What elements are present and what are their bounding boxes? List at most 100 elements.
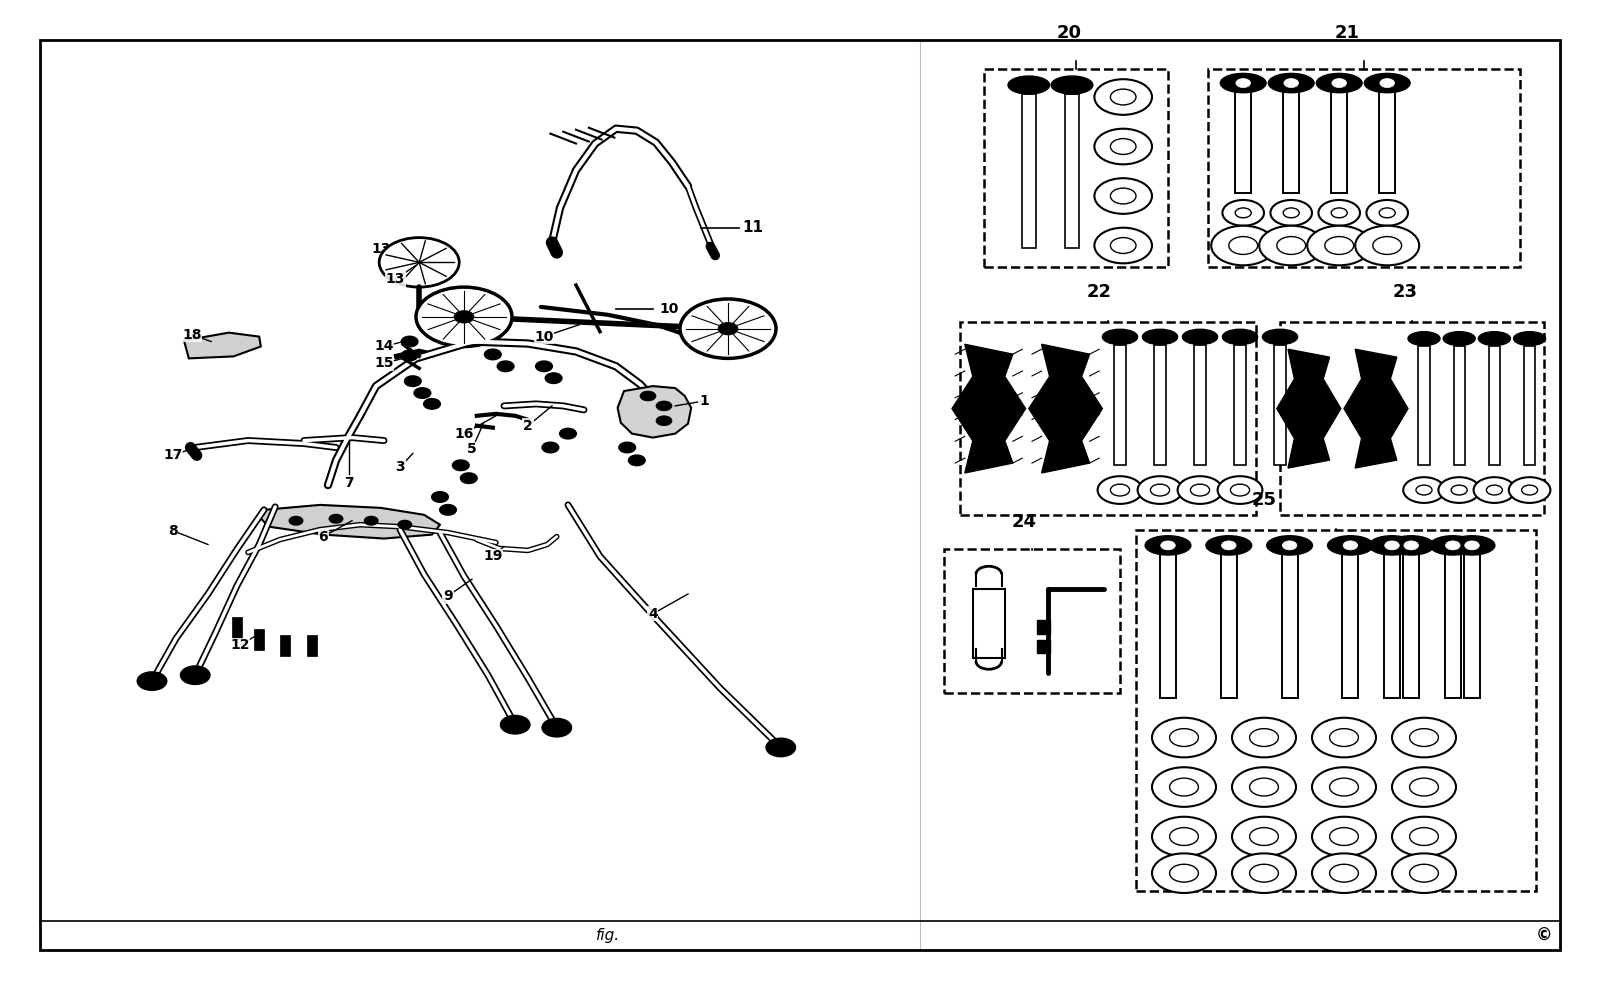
- Text: 19: 19: [483, 549, 502, 563]
- Circle shape: [440, 505, 456, 515]
- Circle shape: [1392, 767, 1456, 807]
- Circle shape: [1366, 200, 1408, 226]
- Bar: [1403, 554, 1419, 698]
- Circle shape: [1232, 853, 1296, 893]
- Bar: [1445, 554, 1461, 698]
- Bar: [1274, 345, 1286, 465]
- Circle shape: [1190, 484, 1210, 496]
- Circle shape: [1392, 718, 1456, 757]
- Circle shape: [1170, 828, 1198, 845]
- Bar: [254, 629, 264, 650]
- Text: ©: ©: [1536, 927, 1552, 944]
- Bar: [1331, 92, 1347, 193]
- Ellipse shape: [1008, 76, 1050, 94]
- Ellipse shape: [1389, 536, 1434, 555]
- Bar: [1136, 530, 1536, 891]
- Polygon shape: [1029, 345, 1102, 473]
- Circle shape: [1410, 778, 1438, 796]
- Circle shape: [1331, 208, 1347, 218]
- Circle shape: [1438, 477, 1480, 503]
- Polygon shape: [1277, 349, 1341, 468]
- Circle shape: [1211, 226, 1275, 265]
- Circle shape: [1094, 178, 1152, 214]
- Circle shape: [1331, 78, 1347, 87]
- Circle shape: [1152, 817, 1216, 856]
- Circle shape: [1259, 226, 1323, 265]
- Circle shape: [1232, 817, 1296, 856]
- Text: 10: 10: [534, 330, 554, 344]
- Circle shape: [1222, 200, 1264, 226]
- Circle shape: [1403, 541, 1419, 549]
- Text: 11: 11: [742, 220, 763, 236]
- Circle shape: [1110, 484, 1130, 496]
- Circle shape: [1098, 476, 1142, 504]
- Ellipse shape: [1206, 536, 1251, 555]
- Circle shape: [1170, 778, 1198, 796]
- Circle shape: [379, 238, 459, 287]
- Circle shape: [181, 666, 210, 684]
- Text: 7: 7: [344, 476, 354, 490]
- Bar: [1194, 345, 1206, 465]
- Circle shape: [1509, 477, 1550, 503]
- Circle shape: [1392, 817, 1456, 856]
- Circle shape: [560, 429, 576, 439]
- Text: 1: 1: [699, 394, 709, 408]
- Circle shape: [1379, 208, 1395, 218]
- Circle shape: [1250, 729, 1278, 746]
- Text: 18: 18: [182, 328, 202, 342]
- Circle shape: [405, 376, 421, 386]
- Text: fig.: fig.: [595, 928, 621, 943]
- Circle shape: [1250, 864, 1278, 882]
- Circle shape: [1486, 485, 1502, 495]
- Ellipse shape: [1408, 332, 1440, 346]
- Circle shape: [766, 739, 795, 756]
- Bar: [1282, 554, 1298, 698]
- Bar: [1160, 554, 1176, 698]
- Circle shape: [1150, 484, 1170, 496]
- Ellipse shape: [1182, 330, 1218, 345]
- Text: 10: 10: [659, 302, 678, 316]
- Ellipse shape: [1267, 536, 1312, 555]
- Circle shape: [1110, 238, 1136, 253]
- Circle shape: [1312, 767, 1376, 807]
- Circle shape: [1152, 718, 1216, 757]
- Text: 22: 22: [1086, 283, 1112, 301]
- Circle shape: [1277, 237, 1306, 254]
- Circle shape: [1170, 729, 1198, 746]
- Circle shape: [1152, 853, 1216, 893]
- Circle shape: [1312, 817, 1376, 856]
- Circle shape: [1330, 828, 1358, 845]
- Circle shape: [453, 460, 469, 470]
- Circle shape: [1232, 718, 1296, 757]
- Polygon shape: [184, 333, 261, 358]
- Circle shape: [718, 323, 738, 335]
- Circle shape: [402, 350, 418, 360]
- Text: 13: 13: [386, 272, 405, 286]
- Circle shape: [546, 373, 562, 383]
- Circle shape: [1138, 476, 1182, 504]
- Circle shape: [536, 361, 552, 371]
- Circle shape: [1110, 139, 1136, 154]
- Circle shape: [1152, 767, 1216, 807]
- Circle shape: [1342, 541, 1358, 549]
- Bar: [1235, 92, 1251, 193]
- Circle shape: [365, 517, 378, 525]
- Bar: [960, 322, 1256, 515]
- Bar: [1221, 554, 1237, 698]
- Circle shape: [640, 391, 656, 401]
- Circle shape: [1230, 484, 1250, 496]
- Circle shape: [1379, 78, 1395, 87]
- Circle shape: [424, 399, 440, 409]
- Circle shape: [1403, 477, 1445, 503]
- Circle shape: [1170, 864, 1198, 882]
- Circle shape: [330, 515, 342, 523]
- Circle shape: [1270, 200, 1312, 226]
- Circle shape: [414, 388, 430, 398]
- Circle shape: [1445, 541, 1461, 549]
- Circle shape: [501, 716, 530, 734]
- Ellipse shape: [1142, 330, 1178, 345]
- Text: 3: 3: [395, 460, 405, 474]
- Ellipse shape: [1450, 536, 1494, 555]
- Circle shape: [1416, 485, 1432, 495]
- Bar: [232, 617, 242, 639]
